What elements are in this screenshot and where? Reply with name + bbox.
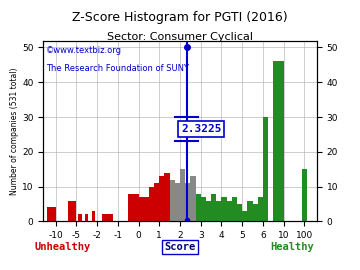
Bar	[237, 204, 242, 221]
Bar	[68, 201, 72, 221]
Bar	[247, 201, 253, 221]
Bar	[258, 197, 263, 221]
Bar	[206, 201, 211, 221]
Bar	[175, 183, 180, 221]
Bar	[72, 201, 76, 221]
Text: ©www.textbiz.org: ©www.textbiz.org	[46, 46, 122, 55]
Bar	[154, 183, 159, 221]
Bar	[216, 201, 221, 221]
Bar	[190, 176, 195, 221]
Bar	[170, 180, 175, 221]
Bar	[180, 169, 185, 221]
Bar	[253, 204, 258, 221]
Bar	[263, 117, 268, 221]
Bar	[227, 201, 232, 221]
Bar	[211, 194, 216, 221]
Bar	[128, 194, 139, 221]
Bar	[51, 207, 56, 221]
Bar	[201, 197, 206, 221]
Bar	[85, 214, 89, 221]
Bar	[139, 197, 149, 221]
Bar	[302, 169, 307, 221]
Text: Unhealthy: Unhealthy	[34, 242, 90, 252]
Bar	[92, 211, 95, 221]
Bar	[165, 173, 170, 221]
Bar	[78, 214, 82, 221]
Bar	[242, 211, 247, 221]
Bar	[195, 194, 201, 221]
Bar	[185, 183, 190, 221]
Bar	[48, 207, 51, 221]
Text: Score: Score	[165, 242, 195, 252]
Bar	[232, 197, 237, 221]
Text: Sector: Consumer Cyclical: Sector: Consumer Cyclical	[107, 32, 253, 42]
Text: 2.3225: 2.3225	[181, 124, 221, 134]
Bar	[221, 197, 227, 221]
Text: Z-Score Histogram for PGTI (2016): Z-Score Histogram for PGTI (2016)	[72, 11, 288, 24]
Bar	[159, 176, 165, 221]
Bar	[273, 61, 284, 221]
Y-axis label: Number of companies (531 total): Number of companies (531 total)	[10, 67, 19, 195]
Text: The Research Foundation of SUNY: The Research Foundation of SUNY	[46, 64, 189, 73]
Text: Healthy: Healthy	[270, 242, 314, 252]
Bar	[102, 214, 113, 221]
Bar	[149, 187, 154, 221]
